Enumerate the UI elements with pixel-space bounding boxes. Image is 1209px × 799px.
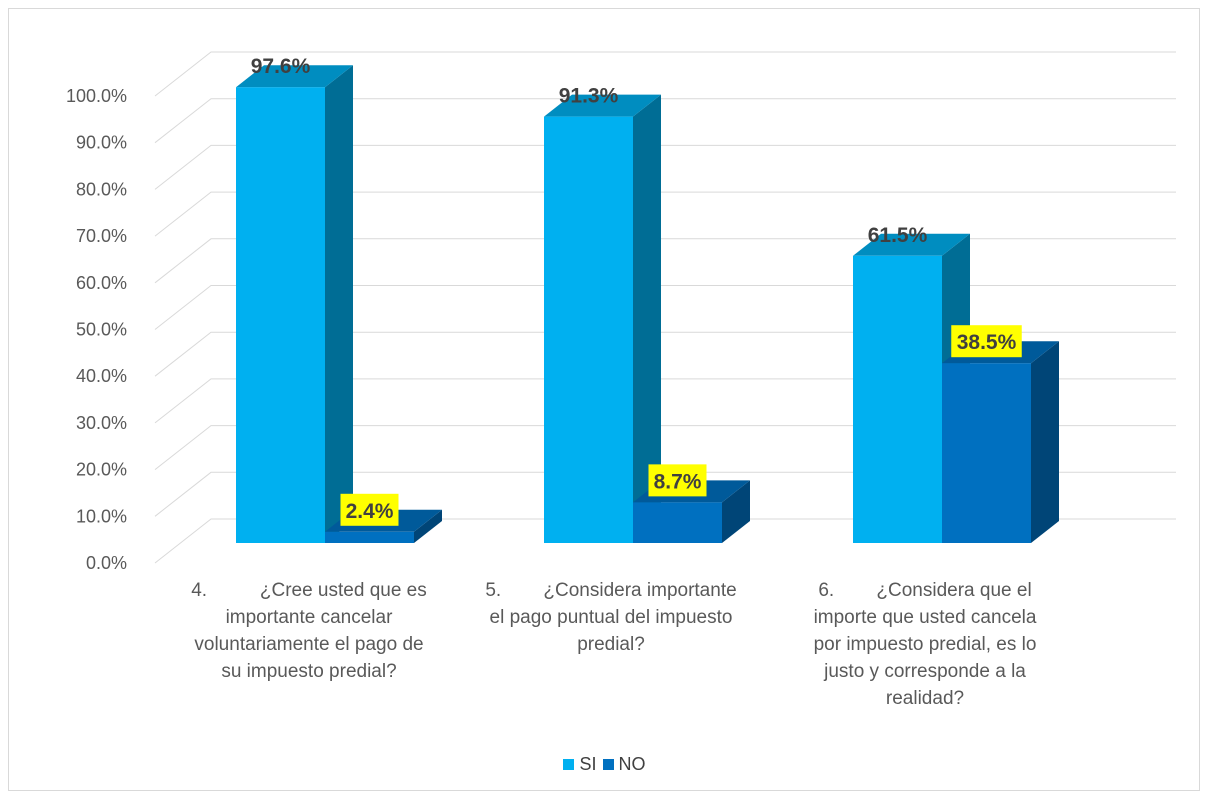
gridline xyxy=(154,191,1176,237)
gridline xyxy=(154,238,1176,284)
legend-item: NO xyxy=(602,754,646,775)
x-category-label: 5. ¿Considera importante el pago puntual… xyxy=(485,580,737,655)
data-label-highlight xyxy=(648,464,707,497)
legend-label: NO xyxy=(618,754,646,774)
data-label-highlight xyxy=(340,493,399,526)
y-tick-label: 40.0% xyxy=(76,366,127,386)
y-tick-label: 100.0% xyxy=(66,86,127,106)
data-label: 91.3% xyxy=(559,85,619,108)
bar-si xyxy=(853,255,942,544)
gridline xyxy=(154,144,1176,190)
y-tick-label: 10.0% xyxy=(76,506,127,526)
legend-item: SI xyxy=(563,754,597,775)
data-label: 97.6% xyxy=(251,55,311,78)
legend: SI NO xyxy=(0,754,1209,775)
data-label-highlight xyxy=(951,325,1022,358)
x-category-label: 4. ¿Cree usted que es importante cancela… xyxy=(191,580,427,682)
bar-side xyxy=(325,65,353,543)
data-label: 61.5% xyxy=(868,224,928,247)
bar-side xyxy=(414,509,442,543)
y-tick-label: 90.0% xyxy=(76,133,127,153)
legend-swatch xyxy=(563,759,575,770)
bar-top xyxy=(236,65,353,88)
legend-swatch xyxy=(602,759,614,770)
bar-top xyxy=(853,233,970,256)
x-category-label: 6. ¿Considera que el importe que usted c… xyxy=(813,580,1037,709)
bar-top xyxy=(544,94,661,117)
y-tick-label: 30.0% xyxy=(76,413,127,433)
data-label: 8.7% xyxy=(654,470,702,493)
bar-side xyxy=(633,94,661,543)
bar-side xyxy=(722,480,750,543)
data-label: 38.5% xyxy=(957,331,1017,354)
y-tick-label: 50.0% xyxy=(76,320,127,340)
y-tick-label: 0.0% xyxy=(86,553,127,573)
gridline xyxy=(154,51,1176,97)
bar-no xyxy=(325,531,414,543)
bar-no xyxy=(942,363,1031,543)
y-tick-label: 80.0% xyxy=(76,179,127,199)
bar-side xyxy=(1031,341,1059,543)
data-label: 2.4% xyxy=(346,500,394,523)
legend-label: SI xyxy=(579,754,597,774)
bar-si xyxy=(236,87,325,543)
bar-no xyxy=(633,502,722,543)
y-tick-label: 60.0% xyxy=(76,273,127,293)
y-tick-label: 20.0% xyxy=(76,460,127,480)
gridline xyxy=(154,98,1176,144)
bar-si xyxy=(544,116,633,543)
y-tick-label: 70.0% xyxy=(76,226,127,246)
